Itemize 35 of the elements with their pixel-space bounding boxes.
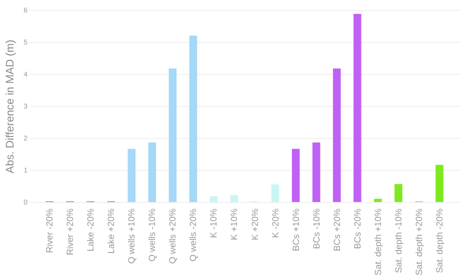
bar [292,148,300,202]
x-tick-label: BCs -10% [311,208,322,250]
bar [436,164,444,202]
bar [332,68,341,202]
x-tick-label: Q wells +10% [126,208,137,264]
x-tick-label: Lake +20% [106,208,116,254]
bar [148,142,156,202]
x-tick-label: K +20% [250,208,260,240]
bar [353,14,362,202]
x-tick-label: Lake -20% [86,208,96,252]
x-tick-label: BCs +20% [332,208,342,252]
bar [312,142,320,202]
x-tick-label: Q wells -10% [147,208,158,262]
bar [394,184,402,202]
x-tick-label: K -20% [270,208,280,238]
x-tick-label: Q wells -20% [188,208,198,262]
bar [189,36,198,202]
x-tick-label: Q wells +20% [168,208,178,264]
x-tick-label: BCs -20% [352,208,362,250]
x-tick-label: BCs +10% [290,208,301,252]
x-tick-label: River -20% [44,208,55,254]
x-tick-label: Sat. depth +20% [414,208,424,276]
bar [374,198,382,202]
x-tick-label: Sat. depth +10% [372,208,383,276]
bar [230,194,238,202]
x-tick-label: River +20% [65,208,76,256]
bar [271,184,280,202]
y-axis-title: Abs. Difference in MAD (m) [4,40,17,174]
bar [168,68,177,202]
x-tick-label: K +10% [229,208,240,240]
bar [128,148,136,202]
bar [210,196,218,202]
x-tick-label: K -10% [208,208,219,238]
x-tick-label: Sat. depth -10% [393,208,404,274]
x-tick-label: Sat. depth -20% [434,208,444,274]
